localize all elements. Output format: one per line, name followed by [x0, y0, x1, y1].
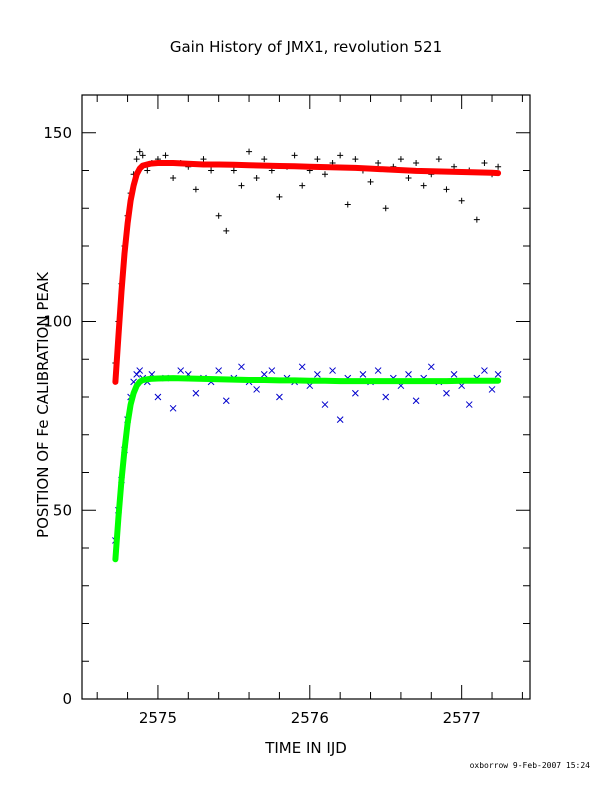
cross-marker	[443, 389, 450, 397]
cross-marker	[481, 367, 488, 374]
y-tick-label: 0	[62, 690, 72, 708]
plot-frame	[81, 94, 531, 700]
plus-marker	[139, 152, 146, 159]
plus-marker	[367, 178, 374, 185]
axis-tick-labels: 0 50 100 150 2575 2576 2577	[43, 124, 480, 727]
cross-marker	[427, 363, 435, 371]
cross-marker	[298, 363, 306, 371]
y-tick-label: 100	[43, 313, 72, 331]
cross-marker	[260, 370, 268, 378]
plus-marker	[435, 156, 442, 163]
plus-marker	[299, 182, 306, 189]
plus-marker	[495, 163, 502, 170]
plus-marker	[208, 167, 215, 174]
series-0	[112, 148, 502, 367]
plus-marker	[375, 159, 382, 166]
plus-marker	[420, 182, 427, 189]
plus-marker	[337, 152, 344, 159]
plus-marker	[276, 193, 283, 200]
cross-marker	[276, 393, 283, 401]
plus-marker	[314, 156, 321, 163]
plus-marker	[473, 216, 480, 223]
cross-marker	[488, 386, 496, 393]
cross-marker	[314, 370, 321, 378]
cross-marker	[238, 363, 245, 371]
cross-marker	[177, 367, 185, 374]
cross-marker	[154, 393, 162, 401]
series-2	[112, 160, 502, 385]
cross-marker	[268, 367, 276, 374]
cross-marker	[405, 370, 412, 378]
series-3	[112, 375, 502, 563]
cross-marker	[169, 404, 177, 412]
plus-marker	[192, 186, 199, 193]
cross-marker	[336, 416, 344, 424]
axis-ticks	[82, 94, 530, 700]
plus-marker	[136, 148, 143, 155]
plus-marker	[253, 175, 260, 182]
cross-marker	[374, 367, 382, 374]
cross-marker	[352, 389, 359, 397]
cross-marker	[412, 397, 420, 405]
y-tick-label: 50	[53, 501, 72, 519]
plus-marker	[321, 171, 328, 178]
x-tick-label: 2577	[443, 709, 481, 727]
footer-stamp: oxborrow 9-Feb-2007 15:24	[469, 761, 590, 770]
plus-marker	[397, 156, 404, 163]
cross-marker	[450, 370, 458, 378]
plus-marker	[133, 156, 140, 163]
cross-marker	[359, 370, 367, 378]
plus-marker	[230, 167, 237, 174]
plus-marker	[223, 227, 230, 234]
plus-marker	[481, 159, 488, 166]
plus-marker	[246, 148, 253, 155]
plus-marker	[458, 197, 465, 204]
cross-marker	[136, 367, 144, 374]
y-tick-label: 150	[43, 124, 72, 142]
cross-marker	[192, 389, 200, 397]
fit-line	[112, 375, 502, 563]
cross-marker	[253, 386, 260, 393]
plus-marker	[405, 175, 412, 182]
plus-marker	[443, 186, 450, 193]
plus-marker	[200, 156, 207, 163]
cross-marker	[382, 393, 390, 401]
fit-line	[112, 160, 502, 385]
plus-marker	[451, 163, 458, 170]
data-marks	[112, 148, 502, 563]
cross-marker	[494, 370, 502, 378]
x-axis-label: TIME IN IJD	[264, 739, 347, 757]
plus-marker	[352, 156, 359, 163]
plus-marker	[215, 212, 222, 219]
x-tick-label: 2576	[291, 709, 329, 727]
plus-marker	[144, 167, 151, 174]
plus-marker	[344, 201, 351, 208]
plus-marker	[238, 182, 245, 189]
plus-marker	[413, 159, 420, 166]
plus-marker	[291, 152, 298, 159]
series-1	[112, 363, 502, 544]
cross-marker	[222, 397, 230, 405]
y-axis-label: POSITION OF Fe CALIBRATION PEAK	[34, 271, 52, 538]
plus-marker	[170, 175, 177, 182]
chart-title: Gain History of JMX1, revolution 521	[170, 38, 442, 56]
plus-marker	[382, 205, 389, 212]
cross-marker	[215, 367, 223, 374]
cross-marker	[321, 401, 329, 408]
plus-marker	[162, 152, 169, 159]
plus-marker	[261, 156, 268, 163]
cross-marker	[133, 370, 141, 378]
cross-marker	[465, 401, 473, 408]
cross-marker	[329, 367, 336, 374]
x-tick-label: 2575	[139, 709, 177, 727]
